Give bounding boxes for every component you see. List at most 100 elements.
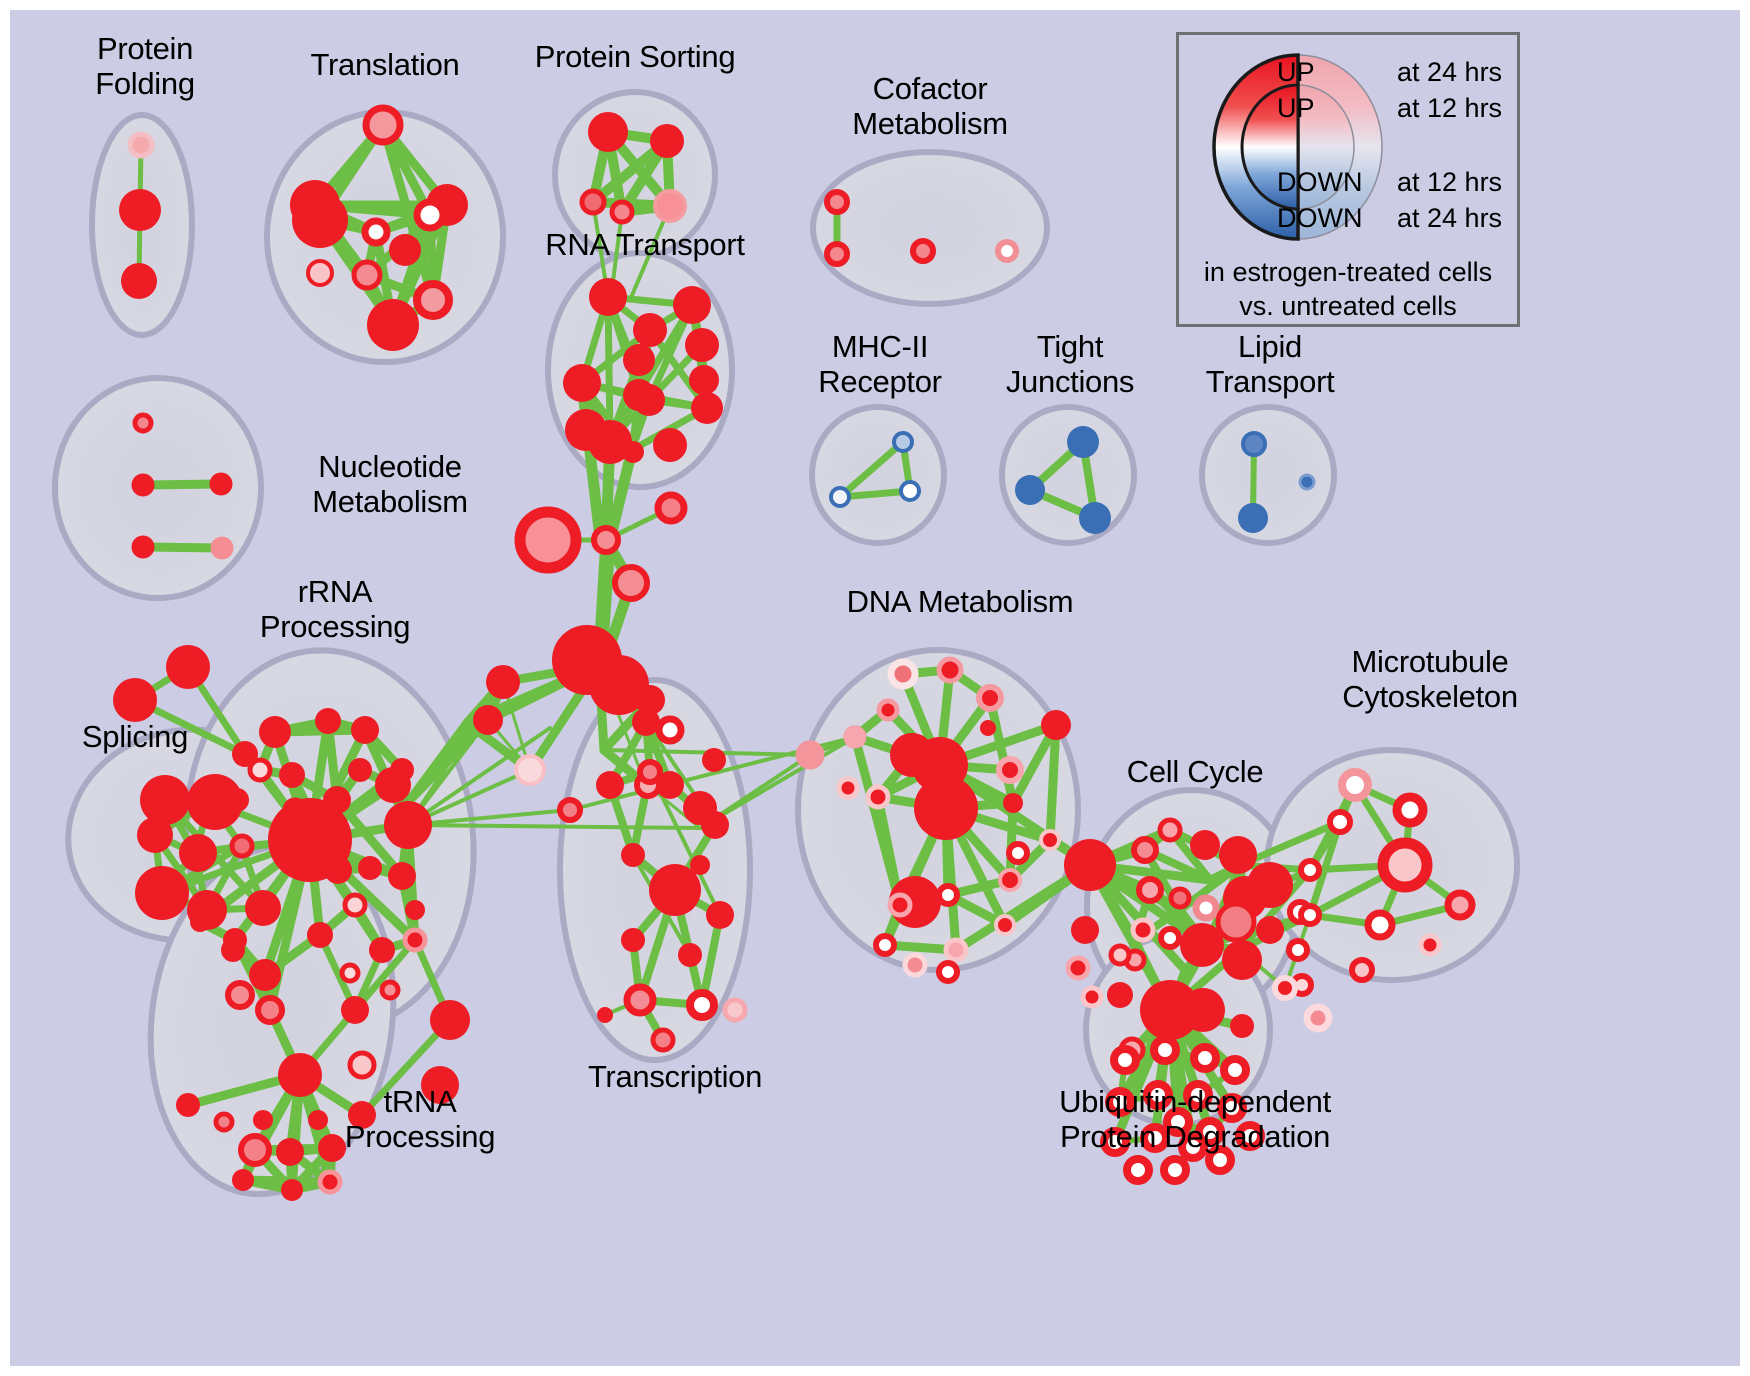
node[interactable] <box>225 980 255 1010</box>
node[interactable] <box>486 665 520 699</box>
node[interactable] <box>596 771 624 799</box>
node[interactable] <box>413 280 453 320</box>
node[interactable] <box>936 656 964 684</box>
node[interactable] <box>943 937 969 963</box>
node[interactable] <box>1272 975 1298 1001</box>
node[interactable] <box>1039 829 1061 851</box>
node[interactable] <box>281 1179 303 1201</box>
node[interactable] <box>1131 836 1159 864</box>
node[interactable] <box>131 473 155 497</box>
node[interactable] <box>892 431 914 453</box>
node[interactable] <box>1160 1155 1190 1185</box>
node[interactable] <box>1235 1121 1265 1151</box>
node[interactable] <box>119 189 161 231</box>
node[interactable] <box>899 480 921 502</box>
node[interactable] <box>514 506 582 574</box>
node[interactable] <box>140 775 190 825</box>
node[interactable] <box>1015 475 1045 505</box>
node[interactable] <box>650 1027 676 1053</box>
node[interactable] <box>686 989 718 1021</box>
node[interactable] <box>1178 1132 1208 1162</box>
node[interactable] <box>557 797 583 823</box>
node[interactable] <box>1286 938 1310 962</box>
node[interactable] <box>591 525 621 555</box>
node[interactable] <box>1256 916 1284 944</box>
node[interactable] <box>1205 1145 1235 1175</box>
node[interactable] <box>131 535 155 559</box>
node[interactable] <box>317 1169 343 1195</box>
node[interactable] <box>650 124 684 158</box>
node[interactable] <box>421 1066 459 1104</box>
node[interactable] <box>887 658 919 690</box>
node[interactable] <box>1230 1014 1254 1038</box>
node[interactable] <box>1180 923 1224 967</box>
node[interactable] <box>829 486 851 508</box>
node[interactable] <box>318 1134 346 1162</box>
node[interactable] <box>1168 886 1192 910</box>
node[interactable] <box>1364 909 1396 941</box>
node[interactable] <box>259 716 291 748</box>
node[interactable] <box>342 892 368 918</box>
node[interactable] <box>389 234 421 266</box>
node[interactable] <box>1130 917 1156 943</box>
node[interactable] <box>655 715 685 745</box>
node[interactable] <box>121 263 157 299</box>
node[interactable] <box>635 685 665 715</box>
node[interactable] <box>279 762 305 788</box>
node[interactable] <box>405 900 425 920</box>
node[interactable] <box>413 198 447 232</box>
node[interactable] <box>348 1101 376 1129</box>
node[interactable] <box>1110 1045 1140 1075</box>
node[interactable] <box>902 952 928 978</box>
node[interactable] <box>621 843 645 867</box>
node[interactable] <box>649 864 701 916</box>
node[interactable] <box>873 933 897 957</box>
node[interactable] <box>1444 889 1476 921</box>
node[interactable] <box>187 774 243 830</box>
node[interactable] <box>390 758 414 782</box>
node[interactable] <box>247 757 273 783</box>
node[interactable] <box>1100 1127 1130 1157</box>
node[interactable] <box>1377 837 1433 893</box>
node[interactable] <box>1123 1155 1153 1185</box>
node[interactable] <box>1241 431 1267 457</box>
node[interactable] <box>1190 830 1220 860</box>
node[interactable] <box>388 862 416 890</box>
node[interactable] <box>632 708 660 736</box>
node[interactable] <box>1349 957 1375 983</box>
node[interactable] <box>1181 988 1225 1032</box>
node[interactable] <box>612 564 650 602</box>
node[interactable] <box>690 855 710 875</box>
node[interactable] <box>633 313 667 347</box>
node[interactable] <box>232 741 258 767</box>
node[interactable] <box>996 756 1024 784</box>
node[interactable] <box>589 655 649 715</box>
node[interactable] <box>1222 940 1262 980</box>
node[interactable] <box>588 420 632 464</box>
node[interactable] <box>223 928 247 952</box>
node[interactable] <box>1298 903 1322 927</box>
node[interactable] <box>637 759 663 785</box>
node[interactable] <box>589 278 627 316</box>
node[interactable] <box>1247 862 1293 908</box>
node[interactable] <box>1140 980 1200 1040</box>
node[interactable] <box>936 960 960 984</box>
node[interactable] <box>1303 1003 1333 1033</box>
node[interactable] <box>225 788 249 812</box>
node[interactable] <box>995 239 1019 263</box>
node[interactable] <box>1079 502 1111 534</box>
node[interactable] <box>255 995 285 1025</box>
node[interactable] <box>701 811 729 839</box>
node[interactable] <box>402 927 428 953</box>
node[interactable] <box>702 748 726 772</box>
node[interactable] <box>367 299 419 351</box>
node[interactable] <box>1238 503 1268 533</box>
node[interactable] <box>689 365 719 395</box>
node[interactable] <box>358 856 382 880</box>
node[interactable] <box>1067 426 1099 458</box>
node[interactable] <box>1158 926 1182 950</box>
node[interactable] <box>361 217 391 247</box>
node[interactable] <box>176 1093 200 1117</box>
node[interactable] <box>179 834 217 872</box>
node[interactable] <box>276 1138 304 1166</box>
